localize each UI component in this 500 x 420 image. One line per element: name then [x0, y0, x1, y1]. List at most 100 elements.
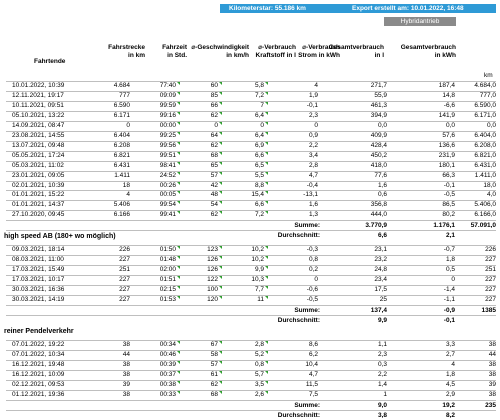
cell-gesamt-l: 394,9: [370, 111, 387, 119]
cell-fahrzeit: 99:56: [159, 141, 176, 149]
green-corner-icon: [265, 360, 268, 364]
green-corner-icon: [265, 265, 268, 269]
cell-geschwindigkeit: 42: [210, 181, 218, 189]
cell-fahrstrecke: 6.171: [113, 111, 130, 119]
cell-gesamt-kwh: 4: [451, 360, 455, 368]
cell-fahrstrecke: 227: [119, 255, 130, 263]
cell-kraftstoff: 8,8: [254, 181, 264, 189]
row-divider: [6, 81, 496, 82]
row-divider: [6, 220, 496, 222]
cell-gesamt-l: 428,4: [370, 141, 387, 149]
cell-gesamt-kwh: -1,4: [443, 285, 455, 293]
km-unit-label: km: [484, 72, 493, 79]
green-corner-icon: [219, 255, 222, 259]
row-divider: [6, 304, 496, 306]
green-corner-icon: [265, 161, 268, 165]
cell-kraftstoff: 3,5: [254, 380, 264, 388]
green-corner-icon: [265, 101, 268, 105]
green-corner-icon: [219, 341, 222, 344]
cell-gesamt-l: 24,8: [374, 265, 387, 273]
cell-kraftstoff: 7,2: [254, 91, 264, 99]
green-corner-icon: [219, 370, 222, 374]
cell-geschwindigkeit: 67: [210, 341, 218, 348]
green-corner-icon: [219, 141, 222, 145]
cell-strom: 0: [314, 275, 318, 283]
cell-fahrzeit: 00:46: [159, 350, 176, 358]
green-corner-icon: [265, 246, 268, 249]
header-fahrtende: Fahrtende: [34, 58, 65, 66]
cell-strom: 0,2: [308, 265, 318, 273]
green-corner-icon: [219, 246, 222, 249]
sum-gesamt-kwh: 19,2: [442, 401, 455, 409]
cell-fahrtende: 02.12.2021, 09:53: [12, 380, 65, 388]
cell-gesamt-kwh: 1,8: [445, 255, 455, 263]
cell-fahrstrecke: 6.590: [113, 101, 130, 109]
header-strom-line1: ⌀-Verbrauch: [302, 44, 340, 51]
header-verbrauch-kraftstoff: ⌀-Verbrauch Kraftstoff in l: [232, 44, 296, 60]
header-gesamt-kwh-line2: in kWh: [434, 52, 456, 59]
green-corner-icon: [177, 350, 180, 354]
cell-fahrzeit: 01:50: [159, 246, 176, 253]
green-corner-icon: [177, 151, 180, 155]
green-corner-icon: [265, 295, 268, 299]
cell-gesamt-l: 0,6: [377, 191, 387, 199]
cell-geschwindigkeit: 62: [210, 211, 218, 219]
green-corner-icon: [219, 380, 222, 384]
cell-gesamt-l: 271,7: [370, 82, 387, 89]
cell-fahrzeit: 00:26: [159, 181, 176, 189]
header-fahrzeit-line2: in Std.: [167, 52, 187, 59]
cell-fahrstrecke: 251: [119, 265, 130, 273]
cell-fahrstrecke: 39: [122, 380, 130, 388]
cell-strom: 2,3: [308, 111, 318, 119]
cell-km: 4,0: [486, 191, 496, 199]
cell-strom: -0,4: [306, 181, 318, 189]
green-corner-icon: [177, 141, 180, 145]
green-corner-icon: [265, 111, 268, 115]
green-corner-icon: [219, 161, 222, 165]
row-divider: [6, 359, 496, 361]
green-corner-icon: [219, 111, 222, 115]
cell-fahrstrecke: 18: [122, 181, 130, 189]
cell-gesamt-kwh: -6,6: [443, 101, 455, 109]
cell-fahrtende: 07.01.2022, 19:22: [12, 341, 65, 348]
header-geschwindigkeit-line1: ⌀-Geschwindigkeit: [191, 44, 249, 51]
row-divider: [6, 120, 496, 122]
cell-gesamt-l: 2,3: [377, 350, 387, 358]
row-divider: [6, 245, 496, 246]
row-divider: [6, 180, 496, 182]
cell-gesamt-l: 23,1: [374, 246, 387, 253]
cell-fahrzeit: 01:48: [159, 255, 176, 263]
row-divider: [6, 230, 496, 232]
cell-fahrtende: 01.01.2021, 14:37: [12, 201, 65, 209]
cell-fahrstrecke: 38: [122, 341, 130, 348]
cell-gesamt-l: 2,2: [377, 370, 387, 378]
header-verbrauch-strom: ⌀-Verbrauch Strom in kWh: [280, 44, 340, 60]
green-corner-icon: [177, 285, 180, 289]
cell-kraftstoff: 6,4: [254, 131, 264, 139]
green-corner-icon: [219, 191, 222, 195]
green-corner-icon: [265, 191, 268, 195]
cell-fahrzeit: 01:51: [159, 275, 176, 283]
cell-fahrzeit: 99:41: [159, 211, 176, 219]
cell-kraftstoff: 6,6: [254, 151, 264, 159]
cell-gesamt-l: 17,5: [374, 285, 387, 293]
cell-km: 227: [485, 295, 496, 303]
green-corner-icon: [177, 101, 180, 105]
cell-fahrtende: 23.08.2021, 14:55: [12, 131, 65, 139]
cell-kraftstoff: 6,6: [254, 201, 264, 209]
cell-strom: 7,5: [308, 390, 318, 398]
cell-fahrtende: 05.03.2021, 11:02: [12, 161, 64, 169]
green-corner-icon: [219, 151, 222, 155]
cell-gesamt-kwh: 2,9: [445, 390, 455, 398]
cell-gesamt-kwh: 141,9: [438, 111, 455, 119]
cell-gesamt-l: 55,9: [374, 91, 387, 99]
cell-gesamt-l: 418,0: [370, 161, 387, 169]
cell-km: 226: [485, 246, 496, 253]
cell-gesamt-l: 409,9: [370, 131, 387, 139]
cell-strom: 1,9: [308, 91, 318, 99]
cell-gesamt-kwh: 0: [451, 275, 455, 283]
cell-fahrstrecke: 38: [122, 360, 130, 368]
cell-km: 38: [488, 360, 496, 368]
avg-gesamt-kwh: -0,1: [443, 316, 455, 324]
